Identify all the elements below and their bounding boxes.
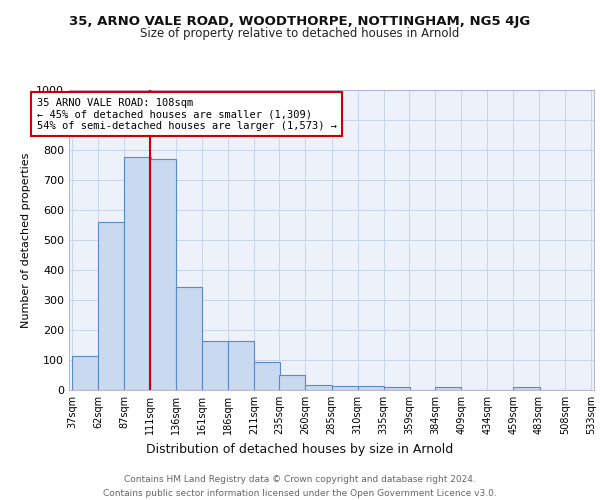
Bar bbox=[305, 384, 331, 390]
Text: 35, ARNO VALE ROAD, WOODTHORPE, NOTTINGHAM, NG5 4JG: 35, ARNO VALE ROAD, WOODTHORPE, NOTTINGH… bbox=[70, 15, 530, 28]
Y-axis label: Number of detached properties: Number of detached properties bbox=[20, 152, 31, 328]
Bar bbox=[358, 386, 384, 390]
Bar bbox=[228, 341, 254, 390]
Bar bbox=[202, 341, 228, 390]
Text: Distribution of detached houses by size in Arnold: Distribution of detached houses by size … bbox=[146, 442, 454, 456]
Bar bbox=[514, 387, 539, 390]
Bar bbox=[124, 157, 151, 390]
Bar bbox=[254, 362, 280, 390]
Bar bbox=[98, 222, 124, 390]
Bar bbox=[279, 375, 305, 390]
Bar bbox=[72, 356, 98, 390]
Bar bbox=[331, 386, 358, 390]
Bar bbox=[435, 387, 461, 390]
Text: Contains HM Land Registry data © Crown copyright and database right 2024.
Contai: Contains HM Land Registry data © Crown c… bbox=[103, 476, 497, 498]
Text: Size of property relative to detached houses in Arnold: Size of property relative to detached ho… bbox=[140, 28, 460, 40]
Text: 35 ARNO VALE ROAD: 108sqm
← 45% of detached houses are smaller (1,309)
54% of se: 35 ARNO VALE ROAD: 108sqm ← 45% of detac… bbox=[37, 98, 337, 130]
Bar bbox=[384, 387, 410, 390]
Bar bbox=[149, 159, 176, 390]
Bar bbox=[176, 286, 202, 390]
